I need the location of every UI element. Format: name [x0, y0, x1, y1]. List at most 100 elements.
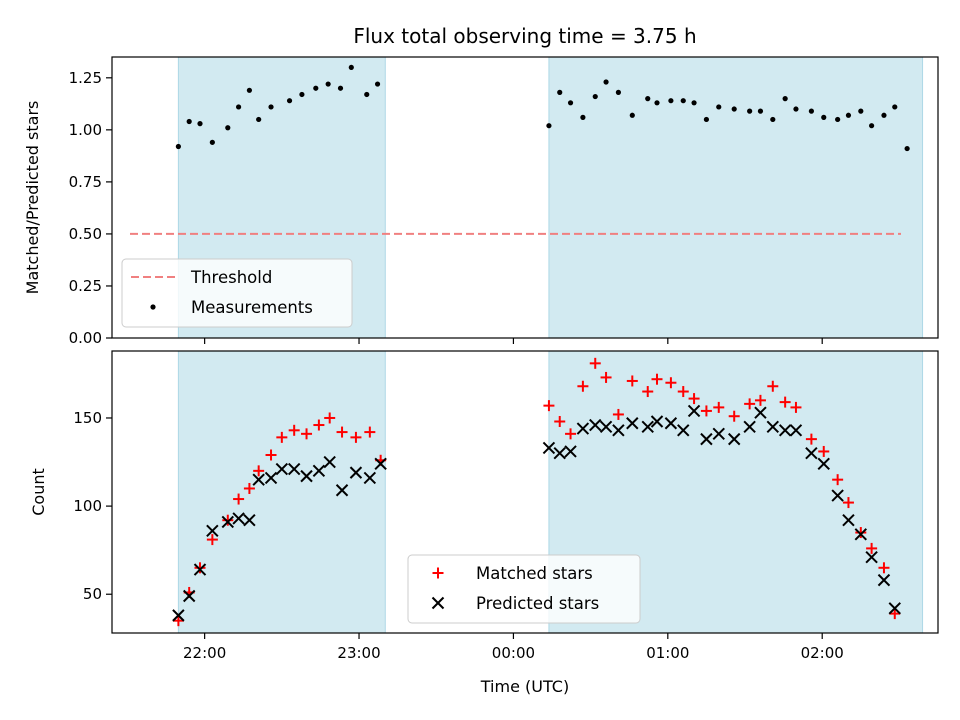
- ratio-panel: 0.00 0.25 0.50 0.75 1.00 1.25 Matched/Predict…: [23, 56, 939, 347]
- predicted-star-point: [564, 445, 577, 458]
- x-tick-label: 23:00: [337, 644, 380, 662]
- matched-star-point: [324, 412, 336, 424]
- x-tick-label: 00:00: [492, 644, 535, 662]
- matched-star-point: [194, 562, 206, 574]
- matched-star-point: [665, 377, 677, 389]
- matched-star-point: [626, 375, 638, 387]
- measurement-point: [313, 85, 319, 91]
- predicted-star-point: [172, 609, 185, 622]
- legend-predicted-label: Predicted stars: [476, 594, 599, 613]
- matched-star-point: [265, 449, 277, 461]
- predicted-star-point: [789, 424, 803, 437]
- matched-star-point: [222, 514, 234, 526]
- predicted-star-point: [323, 455, 336, 469]
- matched-star-point: [612, 408, 624, 420]
- top-axes-frame: [111, 56, 939, 339]
- matched-star-point: [301, 428, 313, 440]
- measurement-point: [325, 81, 331, 87]
- matched-star-point: [288, 424, 300, 436]
- observing-window-1: [177, 350, 386, 634]
- predicted-star-point: [877, 573, 891, 587]
- predicted-star-point: [206, 524, 219, 537]
- predicted-star-point: [712, 427, 725, 441]
- predicted-star-point: [363, 471, 377, 485]
- predicted-star-point: [264, 471, 278, 485]
- predicted-star-point: [232, 512, 245, 525]
- matched-star-point: [577, 380, 589, 392]
- matched-star-point: [832, 474, 844, 486]
- predicted-star-point: [275, 462, 289, 476]
- chart-title: Flux total observing time = 3.75 h: [353, 24, 696, 48]
- predicted-star-point: [335, 484, 349, 497]
- matched-star-point: [276, 431, 288, 443]
- legend-predicted-swatch: [431, 596, 445, 610]
- top-y-ticks: 0.00 0.25 0.50 0.75 1.00 1.25: [69, 69, 112, 347]
- observing-window-2: [548, 56, 924, 339]
- measurement-point: [197, 121, 203, 127]
- matched-star-point: [842, 497, 854, 509]
- measurement-point: [567, 100, 574, 106]
- measurement-point: [225, 125, 231, 131]
- y-tick-label: 0.75: [69, 173, 102, 191]
- measurement-point: [757, 108, 764, 114]
- predicted-star-point: [193, 563, 207, 576]
- matched-star-point: [554, 416, 566, 427]
- bottom-y-axis-label: Count: [29, 468, 48, 516]
- measurement-point: [256, 116, 262, 123]
- legend-matched-marker: [432, 567, 444, 579]
- measurement-point: [337, 85, 344, 91]
- predicted-star-point: [641, 420, 654, 433]
- matched-star-point: [818, 445, 830, 457]
- matched-star-point: [600, 371, 612, 383]
- measurement-point: [592, 93, 598, 100]
- matched-star-point: [233, 493, 245, 505]
- measurement-point: [209, 139, 215, 145]
- measurement-point: [892, 104, 898, 110]
- predicted-star-point: [766, 420, 780, 433]
- matched-star-point: [728, 410, 740, 422]
- matched-star-point: [589, 357, 601, 369]
- predicted-star-point: [817, 457, 830, 471]
- measurement-point: [299, 91, 305, 98]
- measurement-point: [747, 108, 753, 114]
- measurement-point: [904, 145, 910, 152]
- count-points: [172, 357, 901, 627]
- matched-star-point: [642, 386, 654, 398]
- bottom-legend-box: [407, 554, 641, 624]
- predicted-star-point: [553, 447, 566, 460]
- measurement-point: [186, 118, 192, 125]
- measurement-point: [348, 64, 354, 71]
- predicted-star-point: [743, 420, 756, 433]
- measurement-point: [793, 106, 799, 112]
- predicted-star-point: [599, 420, 613, 433]
- predicted-star-point: [287, 462, 301, 476]
- y-tick-label: 0.25: [69, 277, 102, 295]
- measurement-point: [858, 108, 864, 114]
- measurement-point: [881, 112, 887, 118]
- matched-star-point: [313, 419, 325, 431]
- matched-star-point: [565, 428, 577, 440]
- predicted-star-point: [312, 464, 326, 478]
- measurement-point: [286, 98, 293, 104]
- matched-star-point: [688, 393, 700, 405]
- measurement-point: [845, 112, 852, 118]
- predicted-star-point: [576, 422, 590, 435]
- legend-threshold-label: Threshold: [190, 268, 272, 287]
- bottom-axes-frame: [111, 350, 939, 634]
- matched-star-point: [855, 527, 867, 539]
- matched-star-point: [713, 401, 725, 413]
- top-legend: Threshold Measurements: [121, 258, 353, 328]
- predicted-star-point: [865, 551, 878, 564]
- measurement-point: [557, 89, 563, 95]
- predicted-star-point: [677, 424, 690, 437]
- matched-star-point: [889, 608, 901, 620]
- measurement-point: [703, 116, 710, 123]
- measurement-point: [246, 87, 253, 93]
- matched-star-point: [206, 534, 218, 546]
- count-panel: 50 100 150 22:00 23:00 00:00 01:00 02:00 Count…: [29, 350, 939, 696]
- measurement-point: [645, 96, 651, 102]
- predicted-star-point: [727, 432, 741, 446]
- predicted-star-point: [243, 513, 256, 527]
- predicted-star-point: [542, 441, 556, 455]
